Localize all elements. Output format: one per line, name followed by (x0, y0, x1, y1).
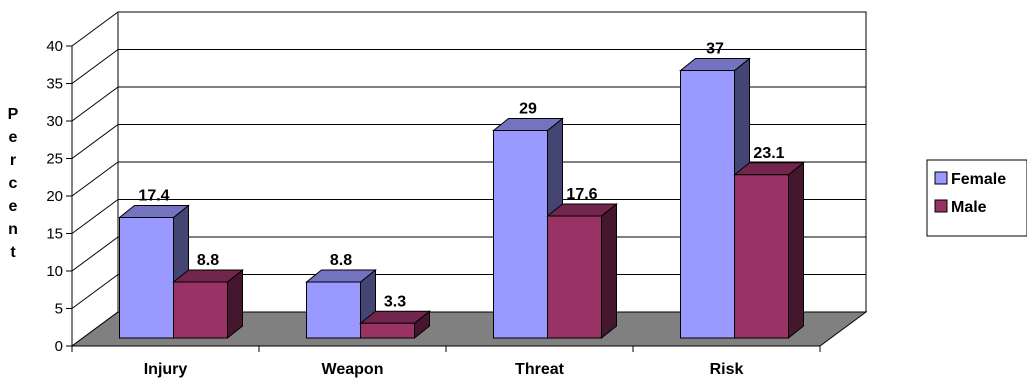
bar-front (493, 130, 548, 339)
y-tick-label: 5 (55, 301, 63, 318)
legend-swatch-male (934, 199, 948, 213)
y-axis-label-letter: n (8, 221, 18, 238)
bar-front (680, 70, 735, 339)
legend-swatch-female (934, 171, 948, 185)
y-tick-label: 35 (46, 76, 63, 93)
bar-front (173, 281, 228, 339)
bar-male-threat (546, 202, 618, 340)
y-tick-label: 40 (46, 38, 63, 55)
bar-front (360, 322, 415, 339)
side-wall-gridline (71, 86, 119, 122)
data-label: 17.4 (138, 188, 169, 205)
bar-front (547, 215, 602, 339)
x-tick-label: Weapon (322, 361, 384, 378)
side-wall-gridline (71, 49, 119, 84)
y-tick-label: 30 (46, 113, 63, 130)
y-axis-label-letter: r (10, 152, 16, 169)
x-tick-label: Risk (710, 361, 744, 378)
side-wall-gridline (71, 236, 119, 272)
bar-front (306, 281, 361, 339)
side-wall-gridline (71, 161, 119, 197)
data-label: 17.6 (566, 186, 597, 203)
x-tick-label: Threat (515, 361, 565, 378)
y-axis-label-letter: e (9, 129, 18, 146)
bar-male-weapon (359, 310, 431, 340)
data-label: 23.1 (753, 145, 784, 162)
bar-side (788, 161, 804, 340)
data-label: 37 (706, 41, 724, 58)
data-label: 8.8 (197, 252, 219, 269)
bar-side (601, 202, 617, 340)
side-wall-gridline (71, 199, 119, 234)
chart-data-labels: 17.4 8.8 8.8 3.3 29 17.6 37 23.1 (138, 41, 784, 311)
data-label: 3.3 (384, 293, 406, 310)
y-tick-label: 25 (46, 151, 63, 168)
legend: Female Male (926, 159, 1027, 237)
y-tick-label: 15 (46, 226, 63, 243)
y-axis-label-letter: c (9, 175, 18, 192)
bar-front (119, 217, 174, 339)
chart-axes: 0 5 10 15 20 25 30 35 40 Injury Weapon Threat Risk (46, 38, 821, 378)
legend-label-male: Male (951, 199, 987, 216)
bar-male-risk (733, 161, 805, 340)
bar-front (734, 174, 789, 339)
y-axis-label-letter: P (8, 106, 19, 123)
data-label: 8.8 (330, 252, 352, 269)
side-wall-gridline (71, 11, 119, 47)
y-axis-label-letter: e (9, 198, 18, 215)
chart-bars (118, 57, 805, 340)
side-wall-gridline (71, 274, 119, 309)
x-tick-label: Injury (144, 361, 188, 378)
y-tick-label: 20 (46, 188, 63, 205)
y-tick-label: 10 (46, 263, 63, 280)
side-wall-gridline (71, 124, 119, 159)
bar-male-injury (172, 268, 244, 340)
y-axis-label-letter: t (10, 244, 16, 261)
bar-female-weapon (305, 268, 377, 340)
data-label: 29 (519, 101, 537, 118)
y-tick-label: 0 (55, 338, 63, 355)
legend-label-female: Female (951, 171, 1006, 188)
